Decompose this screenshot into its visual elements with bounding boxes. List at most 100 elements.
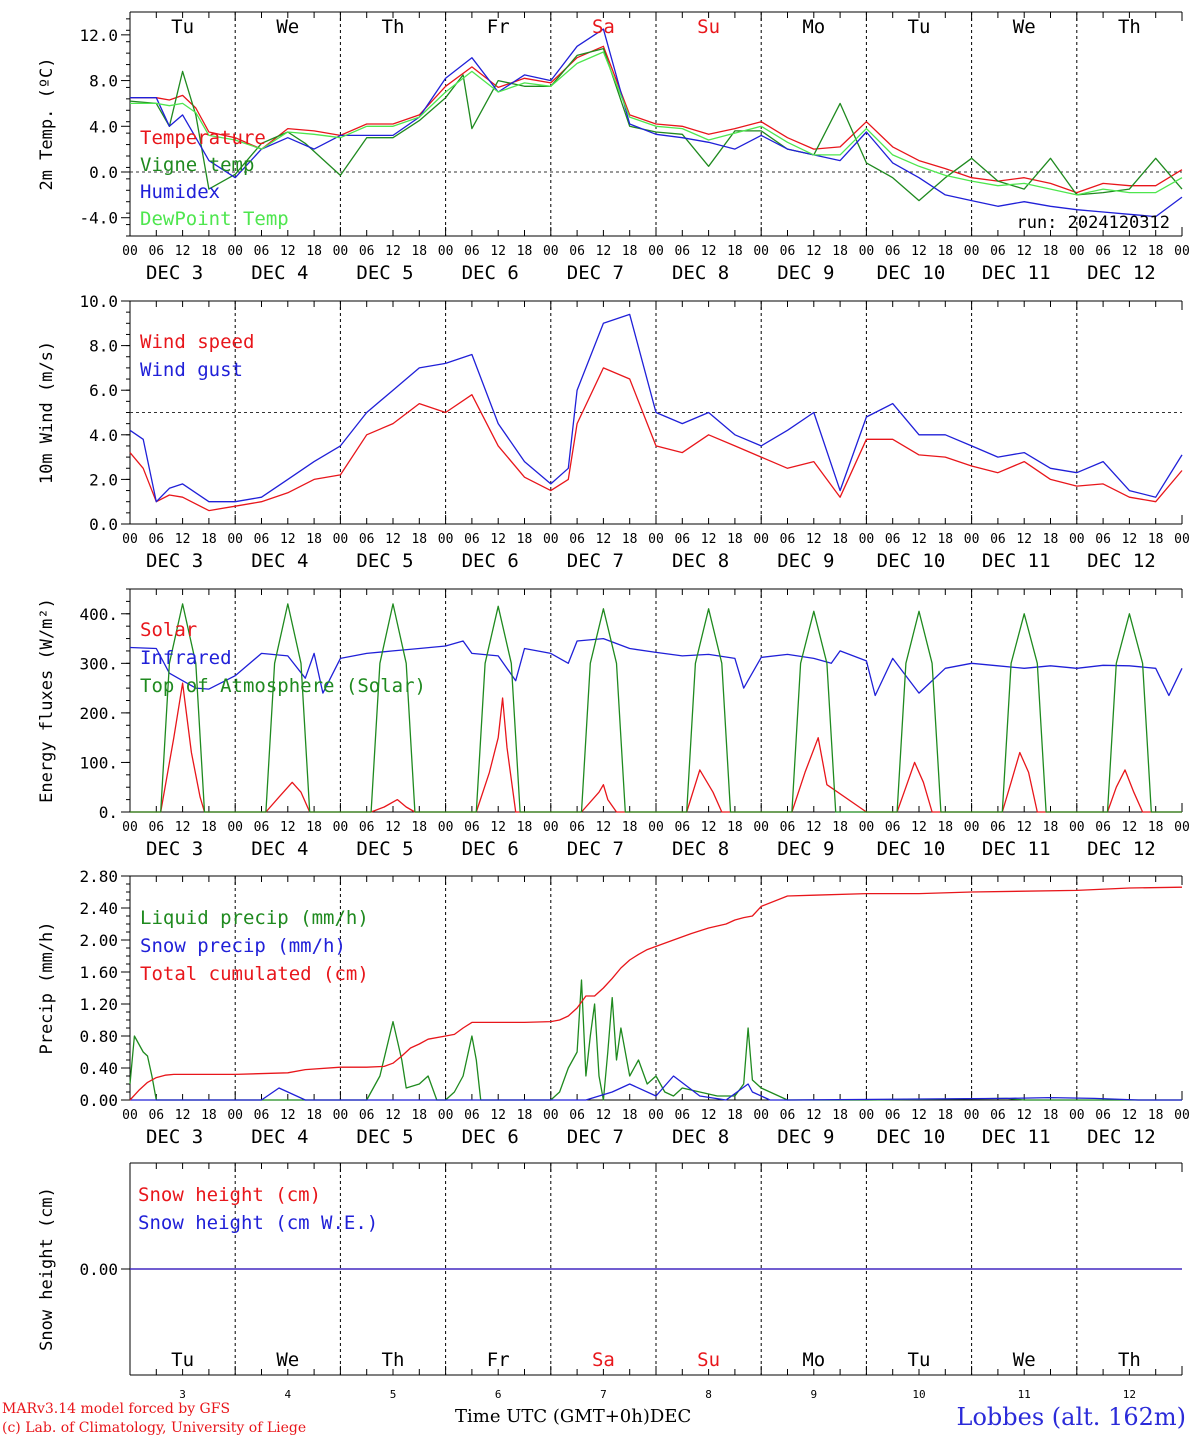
temp-hour-label: 00: [648, 244, 664, 259]
temp-hour-label: 12: [701, 244, 717, 259]
weekday-label-top: We: [276, 16, 299, 38]
temp-hour-label: 00: [1174, 244, 1190, 259]
wind-hour-label: 18: [832, 532, 848, 547]
flux-date-label: DEC 10: [877, 838, 946, 860]
flux-hour-label: 12: [1016, 820, 1032, 835]
temp-legend-entry: Humidex: [140, 181, 220, 203]
precip-hour-label: 18: [832, 1108, 848, 1123]
wind-date-label: DEC 4: [251, 550, 308, 572]
precip-series-snow-precip-mm-h: [130, 1075, 1182, 1101]
temp-hour-label: 12: [280, 244, 296, 259]
wind-hour-label: 00: [753, 532, 769, 547]
precip-y-tick-label: 0.80: [79, 1027, 118, 1046]
temp-hour-label: 18: [1043, 244, 1059, 259]
wind-hour-label: 06: [464, 532, 480, 547]
wind-hour-label: 06: [148, 532, 164, 547]
flux-hour-label: 06: [674, 820, 690, 835]
precip-hour-label: 00: [964, 1108, 980, 1123]
wind-hour-label: 18: [517, 532, 533, 547]
flux-hour-label: 18: [832, 820, 848, 835]
wind-hour-label: 12: [701, 532, 717, 547]
wind-hour-label: 18: [411, 532, 427, 547]
temp-hour-label: 18: [622, 244, 638, 259]
temp-date-label: DEC 10: [877, 262, 946, 284]
precip-date-label: DEC 4: [251, 1126, 308, 1148]
precip-hour-label: 00: [227, 1108, 243, 1123]
flux-hour-label: 00: [122, 820, 138, 835]
wind-hour-label: 18: [937, 532, 953, 547]
flux-hour-label: 12: [280, 820, 296, 835]
weekday-label-top: Tu: [171, 16, 194, 38]
precip-hour-label: 06: [885, 1108, 901, 1123]
temp-hour-label: 06: [780, 244, 796, 259]
wind-series-wind-speed: [129, 367, 1183, 512]
flux-y-tick-label: 100.: [79, 753, 118, 772]
wind-hour-label: 00: [333, 532, 349, 547]
wind-series-wind-gust: [129, 313, 1183, 503]
precip-hour-label: 18: [622, 1108, 638, 1123]
temp-y-tick-label: 8.0: [89, 72, 118, 91]
precip-hour-label: 18: [727, 1108, 743, 1123]
x-axis-title-text: Time UTC (GMT+0h): [455, 1406, 650, 1427]
wind-y-label: 10m Wind (m/s): [37, 341, 57, 484]
precip-hour-label: 18: [1148, 1108, 1164, 1123]
flux-y-tick-label: 300.: [79, 654, 118, 673]
wind-date-label: DEC 8: [672, 550, 729, 572]
wind-hour-label: 00: [227, 532, 243, 547]
precip-hour-label: 00: [1174, 1108, 1190, 1123]
flux-hour-label: 12: [385, 820, 401, 835]
precip-y-tick-label: 1.60: [79, 963, 118, 982]
temp-hour-label: 00: [122, 244, 138, 259]
wind-y-tick-label: 4.0: [89, 426, 118, 445]
flux-hour-label: 18: [1148, 820, 1164, 835]
precip-hour-label: 12: [385, 1108, 401, 1123]
temp-date-label: DEC 8: [672, 262, 729, 284]
flux-hour-label: 06: [885, 820, 901, 835]
precip-hour-label: 12: [1122, 1108, 1138, 1123]
weekday-label-top: Mo: [802, 16, 825, 38]
precip-hour-label: 00: [648, 1108, 664, 1123]
precip-hour-label: 12: [911, 1108, 927, 1123]
wind-y-tick-label: 8.0: [89, 337, 118, 356]
precip-hour-label: 12: [490, 1108, 506, 1123]
run-annotation: run: 2024120312: [1016, 213, 1170, 233]
flux-hour-label: 18: [517, 820, 533, 835]
temp-hour-label: 06: [990, 244, 1006, 259]
flux-hour-label: 06: [464, 820, 480, 835]
wind-hour-label: 06: [254, 532, 270, 547]
precip-hour-label: 18: [1043, 1108, 1059, 1123]
flux-hour-label: 18: [727, 820, 743, 835]
wind-hour-label: 12: [280, 532, 296, 547]
temp-hour-label: 12: [490, 244, 506, 259]
wind-date-label: DEC 9: [777, 550, 834, 572]
wind-legend-entry: Wind gust: [140, 359, 243, 381]
flux-hour-label: 00: [438, 820, 454, 835]
flux-legend-entry: Top of Atmosphere (Solar): [140, 675, 426, 697]
precip-date-label: DEC 7: [567, 1126, 624, 1148]
temp-date-label: DEC 12: [1087, 262, 1156, 284]
temp-y-tick-label: -4.0: [79, 209, 118, 228]
temp-hour-label: 06: [254, 244, 270, 259]
flux-hour-label: 00: [333, 820, 349, 835]
temp-y-tick-label: 4.0: [89, 117, 118, 136]
flux-hour-label: 12: [701, 820, 717, 835]
temp-date-label: DEC 5: [356, 262, 413, 284]
weekday-label-bottom: We: [1013, 1349, 1036, 1371]
weekday-label-bottom: We: [276, 1349, 299, 1371]
weekday-label-top: Fr: [487, 16, 510, 38]
flux-hour-label: 00: [227, 820, 243, 835]
temp-date-label: DEC 6: [462, 262, 519, 284]
temp-hour-label: 18: [832, 244, 848, 259]
wind-hour-label: 00: [122, 532, 138, 547]
flux-date-label: DEC 4: [251, 838, 308, 860]
precip-date-label: DEC 8: [672, 1126, 729, 1148]
precip-hour-label: 00: [859, 1108, 875, 1123]
precip-y-tick-label: 2.80: [79, 867, 118, 886]
temp-y-tick-label: 0.0: [89, 163, 118, 182]
model-credit: MARv3.14 model forced by GFS: [2, 1401, 231, 1417]
precip-date-label: DEC 11: [982, 1126, 1051, 1148]
day-number-label: 10: [912, 1388, 925, 1401]
flux-hour-label: 00: [543, 820, 559, 835]
weekday-label-bottom: Th: [1118, 1349, 1141, 1371]
precip-y-tick-label: 0.00: [79, 1091, 118, 1110]
